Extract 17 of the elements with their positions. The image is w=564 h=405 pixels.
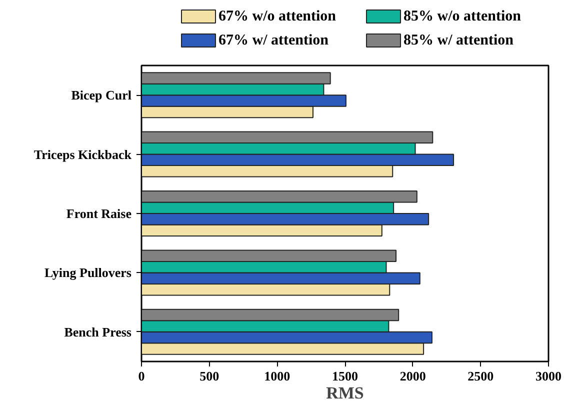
y-tick-label: Bicep Curl — [71, 88, 132, 103]
x-tick-label: 2500 — [468, 368, 494, 384]
x-tick-label: 3000 — [536, 368, 562, 384]
legend-label: 85% w/o attention — [404, 8, 522, 24]
legend-label: 85% w/ attention — [404, 32, 514, 48]
x-axis-title: RMS — [326, 384, 364, 402]
x-tick-label: 500 — [200, 368, 220, 384]
legend-label: 67% w/ attention — [218, 32, 330, 48]
y-tick-label: Triceps Kickback — [34, 146, 132, 162]
y-tick-label: Bench Press — [64, 324, 132, 340]
y-tick-label: Lying Pullovers — [44, 265, 132, 280]
x-tick-label: 1000 — [264, 368, 290, 384]
legend-label: 67% w/o attention — [218, 8, 337, 24]
x-tick-label: 2000 — [400, 368, 426, 384]
x-tick-label: 0 — [138, 368, 145, 384]
y-tick-label: Front Raise — [66, 206, 132, 221]
x-tick-label: 1500 — [332, 368, 358, 384]
